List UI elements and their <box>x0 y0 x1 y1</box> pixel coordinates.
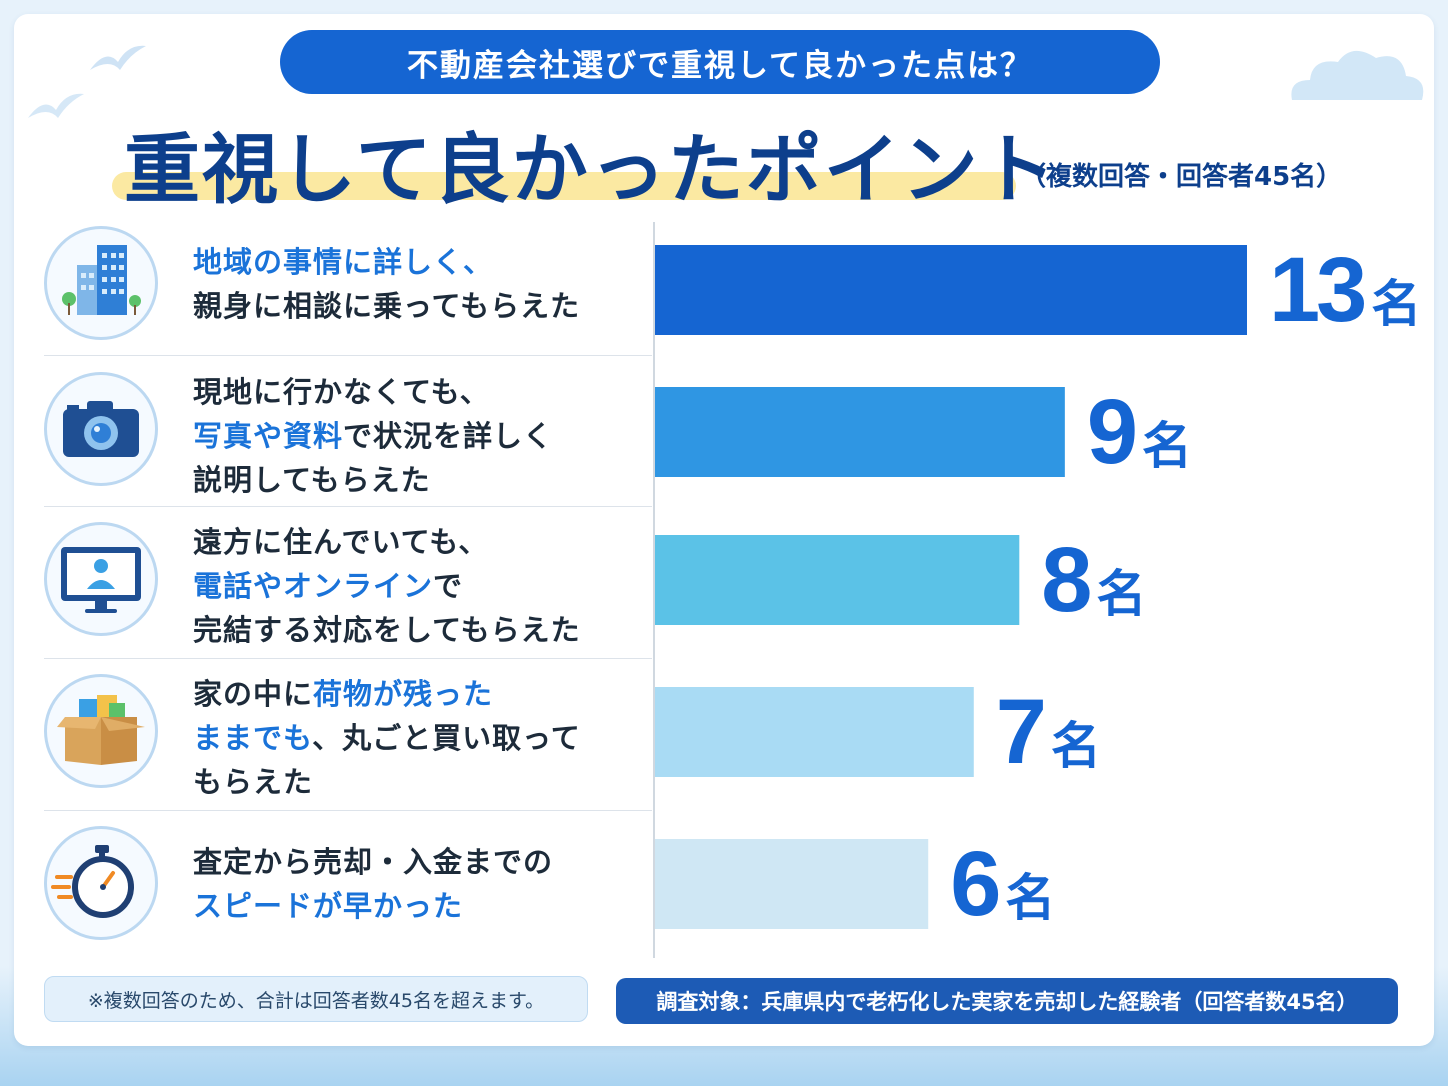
bar-value-number: 9 <box>1087 381 1135 483</box>
item-icon-circle <box>44 226 158 340</box>
item-label-text: もらえた <box>193 765 314 799</box>
row-separator <box>44 506 652 507</box>
item-label-text: 、丸ごと買い取って <box>312 721 581 755</box>
footnote: ※複数回答のため、合計は回答者数45名を超えます。 <box>44 976 588 1022</box>
item-label-text: 査定から売却・入金までの <box>193 845 554 879</box>
building-icon <box>62 245 141 315</box>
item-label-text: 現地に行かなくても、 <box>193 375 490 409</box>
chart-axis-line <box>653 222 655 958</box>
bar-value-unit: 名 <box>1142 417 1192 475</box>
bar-value-number: 13 <box>1269 239 1364 341</box>
title-note: （複数回答・回答者45名） <box>1020 162 1343 192</box>
item-label-highlight: 電話やオンライン <box>193 569 434 603</box>
item-label-text: 説明してもらえた <box>193 463 431 497</box>
cloud-icon <box>1291 50 1424 100</box>
item-icon-circle <box>44 522 158 636</box>
bar-1 <box>655 245 1247 335</box>
bird-icon <box>90 45 146 70</box>
title-highlight <box>112 172 1016 200</box>
survey-target-badge: 調査対象：兵庫県内で老朽化した実家を売却した経験者（回答者数45名） <box>616 978 1398 1024</box>
bar-value-unit: 名 <box>1005 869 1055 927</box>
bar-3 <box>655 535 1020 625</box>
bar-value-label: 13 名 <box>1269 239 1421 341</box>
item-icon-circle <box>44 372 158 486</box>
item-label-highlight: スピードが早かった <box>193 889 464 923</box>
bird-icon <box>28 93 84 118</box>
bar-4 <box>655 687 974 777</box>
bar-value-unit: 名 <box>1096 565 1146 623</box>
item-icon-circle <box>44 674 158 788</box>
item-label-highlight: 荷物が残った <box>313 677 494 711</box>
camera-icon <box>63 401 139 457</box>
bar-value-unit: 名 <box>1051 717 1101 775</box>
item-label-highlight: 地域の事情に詳しく、 <box>193 245 494 279</box>
item-label: 査定から売却・入金までの スピードが早かった <box>193 840 643 928</box>
row-separator <box>44 658 652 659</box>
stopwatch-icon <box>51 845 134 918</box>
bar-value-number: 8 <box>1041 529 1090 631</box>
item-label-text: 完結する対応をしてもらえた <box>193 613 581 647</box>
item-label-highlight: ままでも <box>193 721 313 755</box>
item-label-highlight: 写真や資料 <box>193 419 344 453</box>
bar-value-number: 6 <box>950 833 998 935</box>
monitor-user-icon <box>61 547 141 613</box>
item-label: 遠方に住んでいても、 電話やオンラインで完結する対応をしてもらえた <box>193 520 643 652</box>
bar-value-unit: 名 <box>1371 275 1421 333</box>
item-label: 地域の事情に詳しく、親身に相談に乗ってもらえた <box>193 240 643 328</box>
bar-value-number: 7 <box>996 681 1044 783</box>
question-banner: 不動産会社選びで重視して良かった点は？ <box>280 30 1160 94</box>
row-separator <box>44 810 652 811</box>
item-label: 現地に行かなくても、 写真や資料で状況を詳しく説明してもらえた <box>193 370 643 502</box>
cardboard-box-icon <box>57 695 145 765</box>
item-icon-circle <box>44 826 158 940</box>
item-label-text: で <box>433 569 464 603</box>
item-label-text: 家の中に <box>193 677 314 711</box>
item-label-text: 親身に相談に乗ってもらえた <box>193 289 581 323</box>
item-label-text: で状況を詳しく <box>343 419 554 453</box>
item-label: 家の中に荷物が残った ままでも、丸ごと買い取ってもらえた <box>193 672 643 804</box>
item-label-text: 遠方に住んでいても、 <box>193 525 489 559</box>
bar-5 <box>655 839 929 929</box>
bar-2 <box>655 387 1065 477</box>
row-separator <box>44 355 652 356</box>
